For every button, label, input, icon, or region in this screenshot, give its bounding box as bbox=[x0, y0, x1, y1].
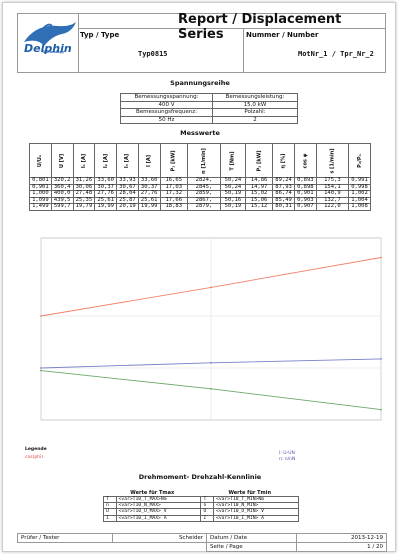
measured-cell: 50,19 bbox=[219, 203, 246, 211]
measured-cell: 18,83 bbox=[159, 203, 188, 211]
curve-cell: <var>T10_N_MIN> bbox=[213, 502, 299, 510]
curve-cell: <var>T10_T_MAX>Nm bbox=[115, 495, 202, 504]
series-point bbox=[40, 367, 42, 369]
measured-col-header: I₃ [A] bbox=[116, 143, 139, 178]
measured-col-header: P₂/Pₙ bbox=[348, 143, 371, 178]
rated-power-label: Bemessungsleistung: bbox=[211, 93, 299, 102]
rated-voltage: 400 V bbox=[120, 100, 213, 109]
series-point bbox=[40, 315, 42, 317]
pole: 2 bbox=[211, 115, 299, 124]
measured-cell: 19,99 bbox=[137, 203, 161, 211]
measured-col-header: I₂ [A] bbox=[94, 143, 118, 178]
type-value: Typ0815 bbox=[138, 50, 168, 58]
measured-col-header: I₁ [A] bbox=[72, 143, 96, 178]
measured-col-header: I [A] bbox=[137, 143, 161, 178]
series-point bbox=[210, 286, 212, 289]
series-point bbox=[40, 369, 42, 372]
curve-cell: <var>T10_N_MAX> bbox=[115, 502, 202, 510]
series-point bbox=[380, 408, 382, 411]
measured-table: U/Uₙ U [V] I₁ [A] I₂ [A] I₃ [A] I [A] P₁ [kW] n… bbox=[29, 143, 371, 211]
measured-cell: 2879, bbox=[186, 203, 221, 211]
tester-label: Prüfer / Tester bbox=[17, 533, 113, 543]
footer-table: Prüfer / Tester Scheider Datum / Date 20… bbox=[17, 533, 387, 552]
measured-col-header: η [%] bbox=[272, 143, 295, 178]
curve-cell: <var>T10_U_MAX> V bbox=[115, 508, 202, 516]
rated-voltage-label: Bemessungsspannung: bbox=[120, 93, 213, 102]
measured-col-header: s [1/min] bbox=[315, 143, 350, 178]
measured-cell: 20,19 bbox=[116, 203, 139, 211]
pole-label: Polzahl: bbox=[211, 108, 299, 117]
legend-title: Legende bbox=[25, 447, 47, 452]
measured-col-header: P₂ [kW] bbox=[244, 143, 274, 178]
measured-cell: 1,499 bbox=[29, 203, 52, 211]
page-label: Seite / Page bbox=[206, 542, 297, 552]
curve-row: n <var>T10_N_MAX> n <var>T10_N_MIN> bbox=[103, 502, 299, 510]
series-point bbox=[380, 358, 382, 360]
curve-cell: I bbox=[103, 514, 117, 522]
number-label: Nummer / Number bbox=[246, 31, 319, 39]
rated-power: 15,0 kW bbox=[211, 100, 299, 109]
curve-table: Werte für Tmax Werte für Tmin T <var>T10_… bbox=[103, 490, 299, 522]
tester: Scheider bbox=[112, 533, 207, 543]
measured-col-header: n [1/min] bbox=[186, 143, 221, 178]
legend-item-b2: n: n/nN bbox=[279, 457, 296, 462]
line-chart bbox=[40, 237, 382, 421]
series-point bbox=[210, 361, 212, 364]
number-value: MotNr_1 / Tpr_Nr_2 bbox=[298, 50, 374, 58]
date-label: Datum / Date bbox=[206, 533, 297, 543]
measured-cell: 15,12 bbox=[244, 203, 274, 211]
measured-title: Messwerte bbox=[180, 129, 220, 137]
measured-col-header: T [Nm] bbox=[219, 143, 246, 178]
measured-col-header: U [V] bbox=[50, 143, 74, 178]
curve-cell: <var>T10_U_MIN> V bbox=[213, 508, 299, 516]
logo-text: Delphin bbox=[24, 42, 72, 55]
rated-freq: 50 Hz bbox=[120, 115, 213, 124]
series-point bbox=[210, 387, 212, 390]
logo-sub: Technology bbox=[42, 50, 65, 54]
measured-row: 1,099 439,5 25,35 25,61 25,87 25,61 17,66 2867,… bbox=[29, 196, 371, 204]
curve-row: I <var>T10_I_MAX> A I <var>T10_I_MIN> A bbox=[103, 514, 299, 522]
curve-row: T <var>T10_T_MAX>Nm T <var>T10_T_MIN>Nm bbox=[103, 495, 299, 504]
type-label: Typ / Type bbox=[80, 31, 120, 39]
report-title: Report / Displacement Series bbox=[178, 12, 342, 42]
measured-cell: 19,79 bbox=[72, 203, 96, 211]
measured-row: 1,499 599,7 19,79 19,99 20,19 19,99 18,83 2879,… bbox=[29, 203, 371, 211]
curve-cell: <var>T10_T_MIN>Nm bbox=[213, 495, 299, 504]
report-header: Delphin Technology Report / Displacement… bbox=[17, 12, 386, 73]
measured-col-header: cos φ bbox=[293, 143, 317, 178]
series-point bbox=[380, 256, 382, 259]
curve-cell: I bbox=[200, 514, 215, 522]
measured-cell: 0,907 bbox=[293, 203, 317, 211]
delphin-logo-icon bbox=[24, 22, 76, 46]
measured-cell: 19,99 bbox=[94, 203, 118, 211]
measured-col-header: U/Uₙ bbox=[29, 143, 52, 178]
legend-item-b1: I: U-UN bbox=[279, 451, 295, 456]
curve-cell: <var>T10_I_MAX> A bbox=[115, 514, 202, 522]
measured-cell: 122,0 bbox=[315, 203, 350, 211]
curve-cell: <var>T10_I_MIN> A bbox=[213, 514, 299, 522]
page-number: 1 / 20 bbox=[296, 542, 387, 552]
params-table: Bemessungsspannung: Bemessungsleistung: 4… bbox=[120, 93, 299, 124]
measured-cell: 1,008 bbox=[348, 203, 371, 211]
curve-title: Drehmoment- Drehzahl-Kennlinie bbox=[138, 473, 262, 481]
params-title: Spannungsreihe bbox=[170, 79, 230, 87]
measured-row: 1,000 400,0 27,48 27,76 28,04 27,76 17,32 2859,… bbox=[29, 190, 371, 198]
legend-item-a: cos(phi) bbox=[25, 455, 44, 460]
rated-freq-label: Bemessungsfrequenz: bbox=[120, 108, 213, 117]
date: 2013-12-19 bbox=[296, 533, 387, 543]
measured-cell: 599,7 bbox=[50, 203, 74, 211]
measured-col-header: P₁ [kW] bbox=[159, 143, 188, 178]
measured-cell: 80,31 bbox=[272, 203, 295, 211]
